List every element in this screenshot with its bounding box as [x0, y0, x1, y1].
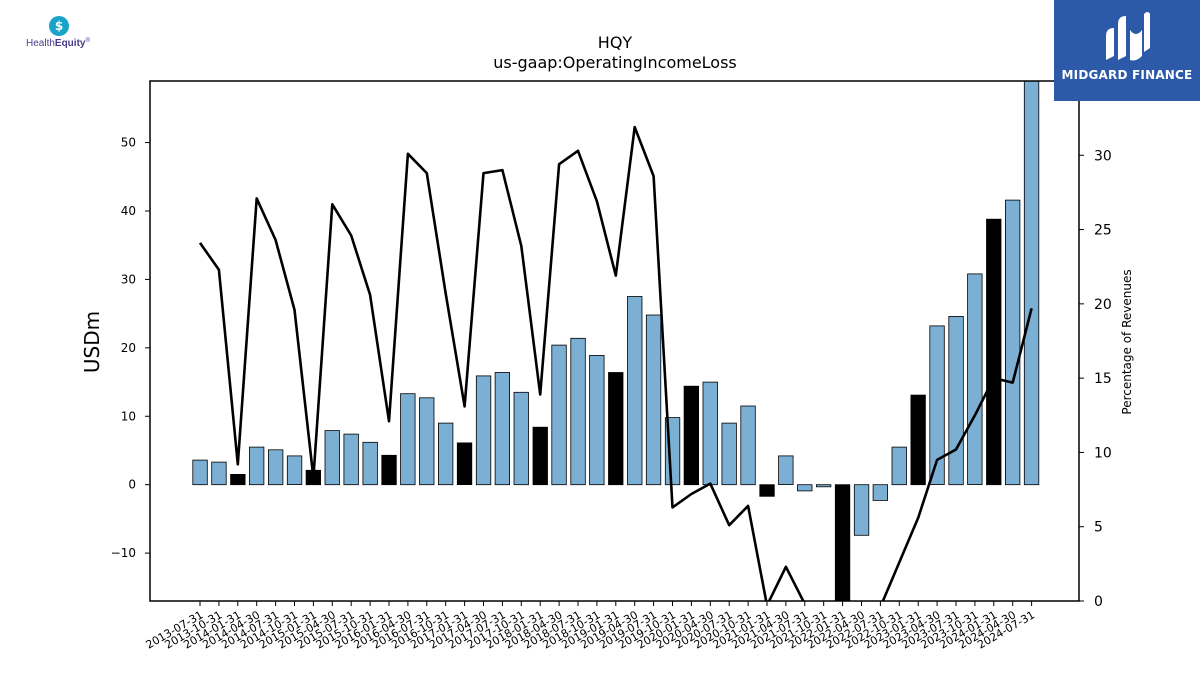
bar-2017-04-30: [475, 375, 492, 486]
brand-mark: ®: [85, 38, 90, 44]
brand-suffix: Equity: [54, 38, 86, 49]
plot-frame: [149, 80, 1080, 602]
bar-2023-10-31: [967, 273, 983, 485]
bar-2014-04-30: [248, 446, 265, 486]
bar-2021-07-31: [797, 484, 813, 492]
healthequity-logo: $ HealthEquity®: [22, 14, 102, 54]
y2-tick-label: 30: [1094, 148, 1112, 164]
bar-2020-10-31: [740, 405, 756, 486]
left-axis: −10 0 10 20 30 40 50: [111, 136, 150, 560]
bar-2013-10-31: [211, 461, 227, 486]
y-tick-label: 30: [121, 272, 136, 286]
chart-title: HQY: [598, 33, 633, 52]
dollar-icon: $: [49, 16, 69, 36]
bar-2022-07-31: [872, 484, 888, 501]
bar-2014-10-31: [286, 455, 303, 485]
bar-2021-10-31: [816, 484, 832, 488]
bar-2021-04-30: [778, 455, 794, 485]
y-tick-label: 40: [121, 204, 136, 218]
bar-2020-07-31: [721, 422, 737, 486]
bar-2016-07-31: [419, 397, 435, 486]
bar-2018-01-31: [532, 426, 548, 486]
bar-2024-01-31: [986, 218, 1002, 486]
percentage-line: [198, 125, 1033, 601]
bar-2018-10-31: [589, 354, 605, 486]
bar-2018-07-31: [570, 337, 586, 486]
bar-2019-07-31: [645, 314, 662, 486]
y2-tick-label: 15: [1094, 371, 1112, 387]
bar-2017-10-31: [513, 391, 529, 486]
y-tick-label: 20: [121, 341, 136, 355]
y-axis-label: USDm: [80, 311, 104, 373]
bar-2022-10-31: [891, 446, 907, 486]
bar-2022-04-30: [853, 484, 870, 536]
bar-2014-07-31: [267, 449, 284, 486]
y2-tick-label: 5: [1094, 520, 1103, 536]
bar-2014-01-31: [230, 473, 246, 486]
right-axis: 0 5 10 15 20 25 30: [1079, 148, 1112, 610]
y2-tick-label: 25: [1094, 223, 1112, 239]
bars-group: [192, 80, 1040, 602]
x-axis: 2013-07-312013-10-312014-01-312014-04-30…: [144, 601, 1037, 652]
bar-2015-10-31: [362, 441, 378, 486]
y2-tick-label: 20: [1094, 297, 1112, 313]
bar-2016-01-31: [381, 454, 397, 486]
midgard-finance-logo: MIDGARD FINANCE: [1054, 0, 1200, 101]
bar-2013-07-31: [192, 459, 208, 486]
bar-2024-07-31: [1023, 80, 1040, 486]
y2-tick-label: 0: [1094, 594, 1103, 610]
bar-2023-07-31: [948, 315, 964, 486]
y-tick-label: 50: [121, 136, 136, 150]
bar-2019-04-30: [627, 296, 643, 486]
brand-prefix: Health: [26, 38, 55, 49]
bar-2022-01-31: [834, 484, 851, 602]
bar-2015-07-31: [343, 433, 359, 486]
y-tick-label: −10: [111, 546, 136, 560]
bar-2016-04-30: [400, 393, 416, 486]
bar-2020-01-31: [683, 385, 699, 486]
bar-2024-04-30: [1005, 199, 1021, 486]
bar-2016-10-31: [437, 422, 454, 486]
bar-2021-01-31: [759, 484, 775, 497]
midgard-mark-icon: [1106, 12, 1150, 61]
y-tick-label: 0: [128, 478, 136, 492]
bar-2017-07-31: [494, 372, 511, 486]
bar-2018-04-30: [551, 344, 567, 486]
bar-2017-01-31: [456, 442, 473, 485]
y2-tick-label: 10: [1094, 445, 1112, 461]
bar-2023-01-31: [910, 394, 926, 486]
y-tick-label: 10: [121, 409, 136, 423]
bar-2015-04-30: [324, 430, 340, 486]
y2-axis-label: Percentage of Revenues: [1120, 269, 1134, 414]
bar-2020-04-30: [702, 381, 718, 486]
midgard-finance-name: MIDGARD FINANCE: [1061, 68, 1193, 82]
bar-2019-01-31: [608, 372, 624, 486]
line-group: [198, 125, 1033, 601]
bar-2023-04-30: [929, 325, 945, 485]
chart-subtitle: us-gaap:OperatingIncomeLoss: [493, 53, 737, 72]
healthequity-wordmark: HealthEquity®: [26, 38, 90, 49]
